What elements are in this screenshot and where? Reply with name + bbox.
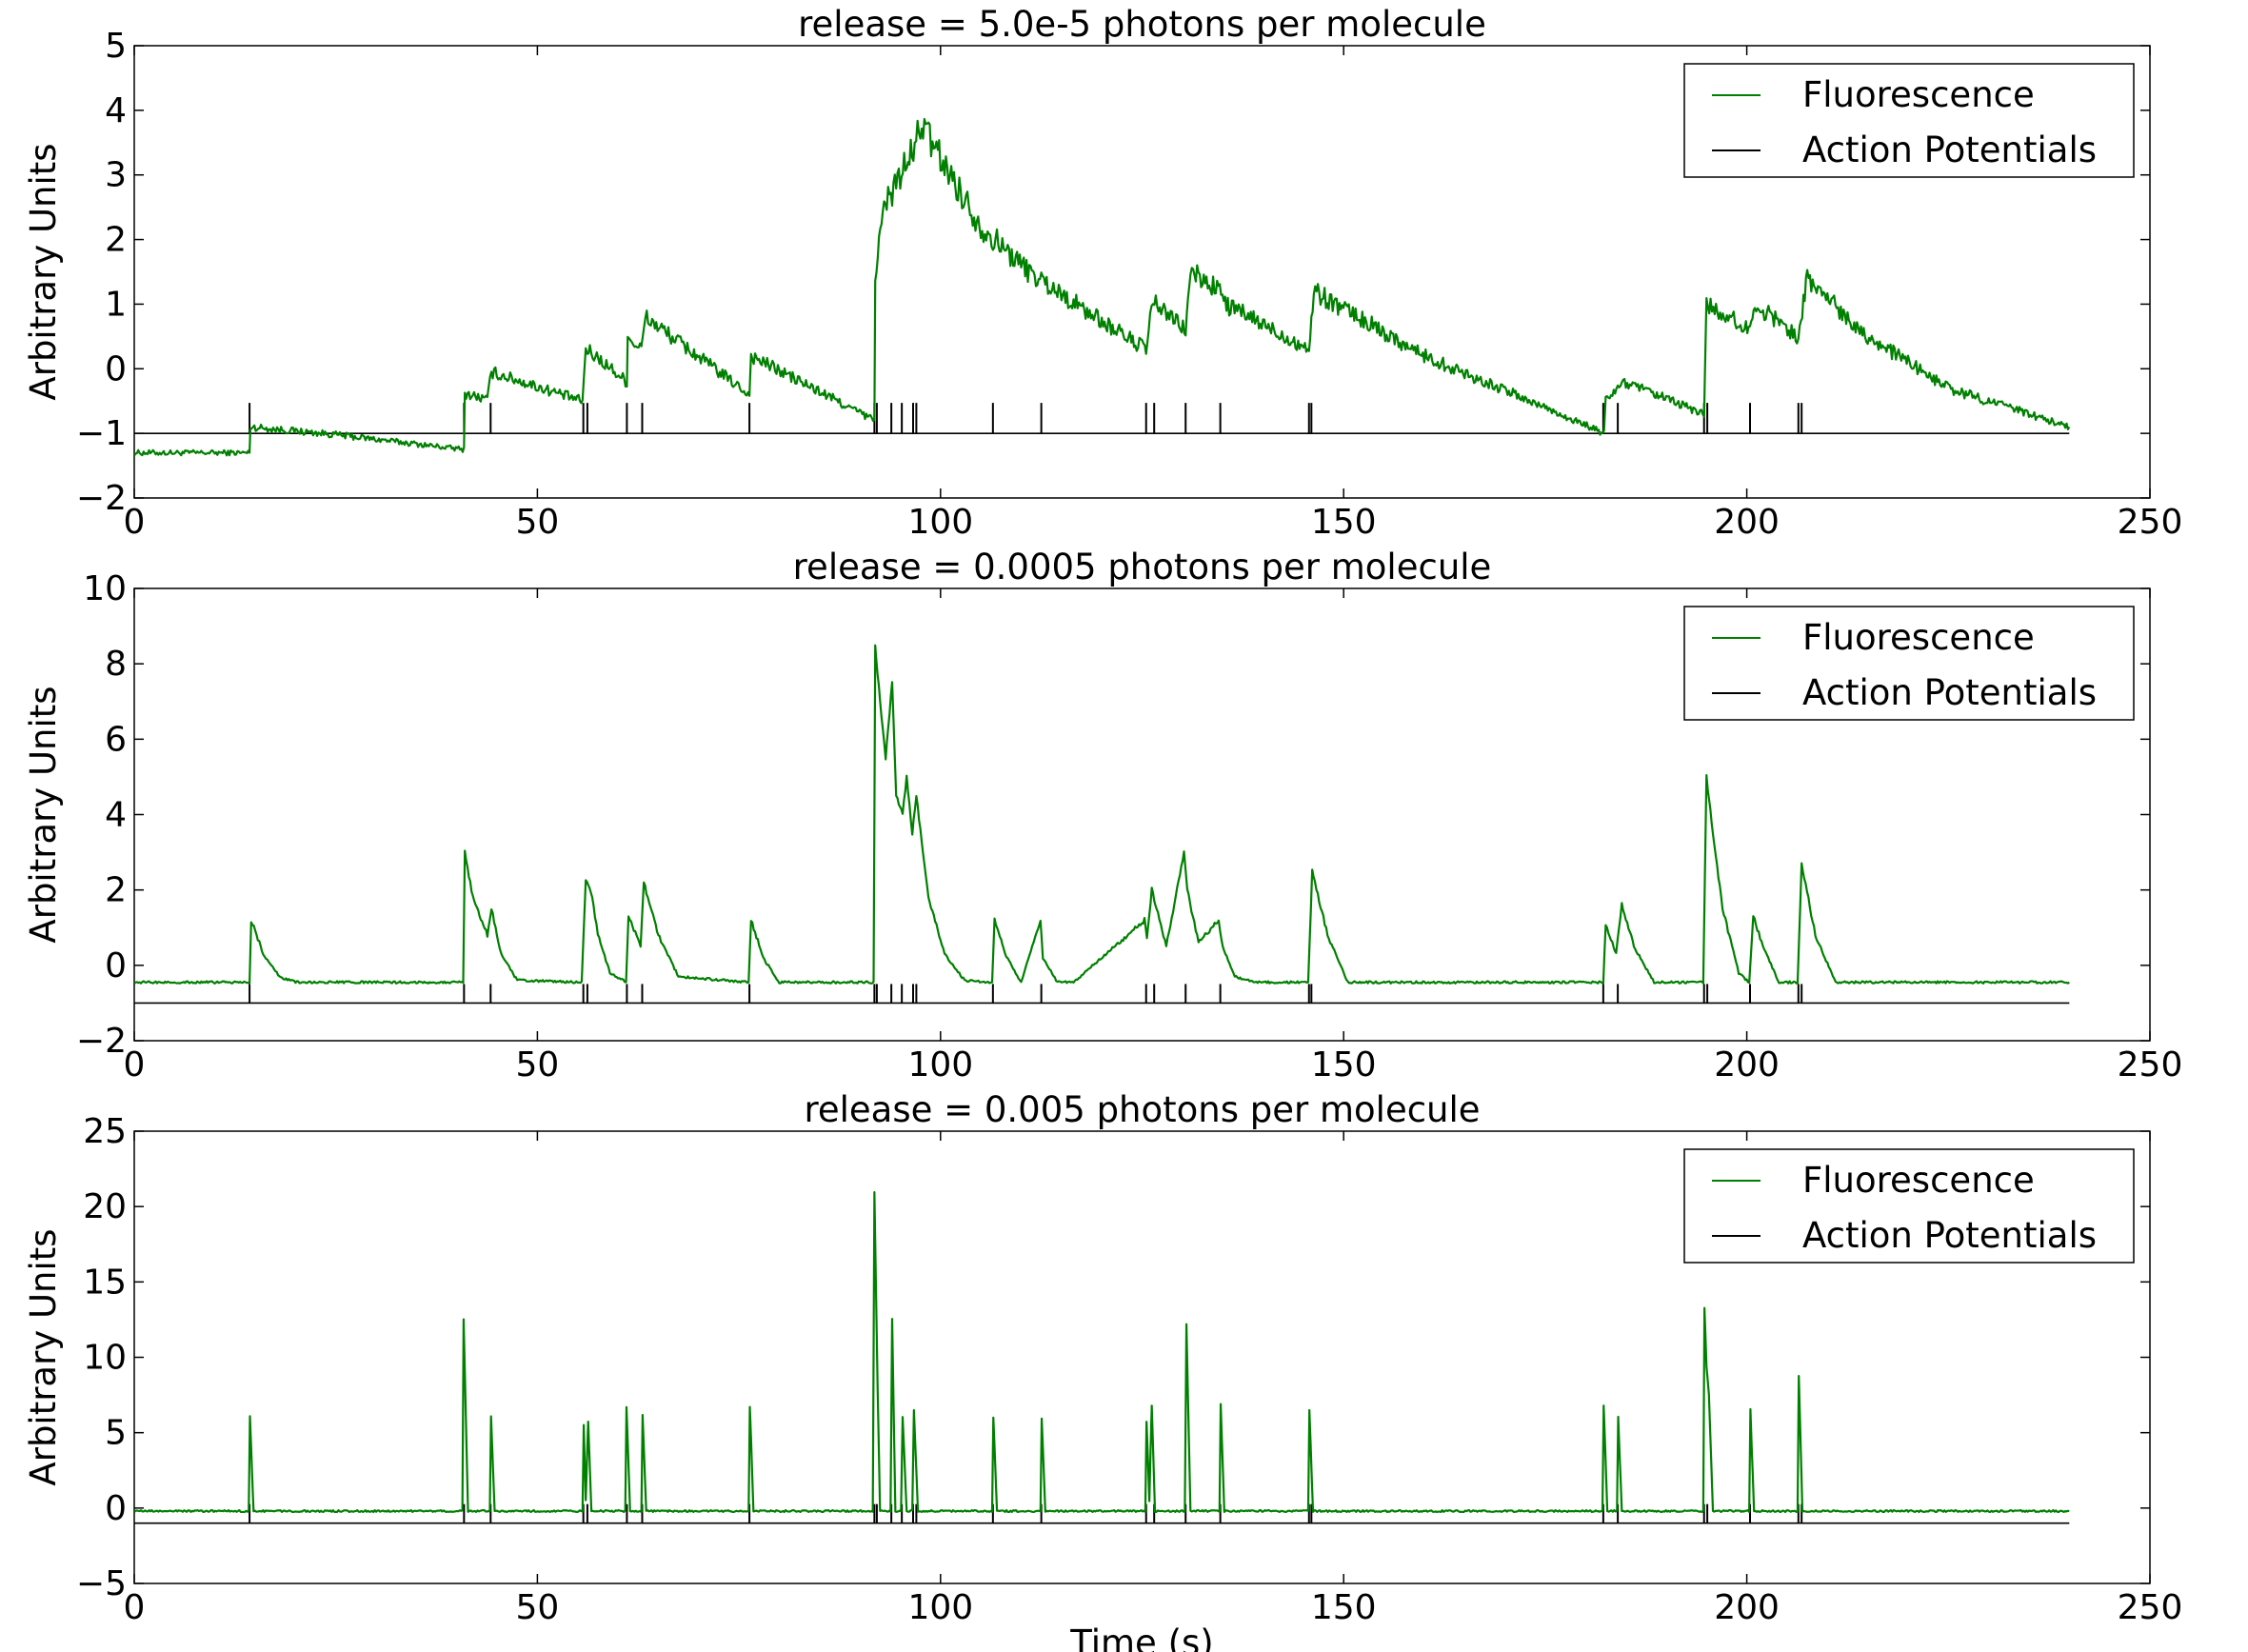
x-tick-label: 50 xyxy=(515,1588,559,1627)
plot-area xyxy=(134,1190,2070,1524)
x-tick-label: 250 xyxy=(2118,1045,2183,1085)
legend-label: Fluorescence xyxy=(1802,1160,2035,1201)
y-tick-label: 0 xyxy=(105,349,127,388)
x-tick-label: 200 xyxy=(1714,1045,1780,1085)
x-tick-label: 0 xyxy=(124,1045,146,1085)
legend: Fluorescence Action Potentials xyxy=(1683,606,2135,721)
y-axis-label: Arbitrary Units xyxy=(23,143,64,400)
y-tick-label: −1 xyxy=(76,414,127,453)
subplot-title: release = 0.0005 photons per molecule xyxy=(793,547,1492,587)
y-tick-label: −2 xyxy=(76,479,127,518)
fluorescence-line xyxy=(134,644,2070,985)
x-tick-label: 100 xyxy=(907,1588,973,1627)
y-tick-label: −5 xyxy=(76,1564,127,1603)
legend-box xyxy=(1683,63,2135,178)
x-tick-label: 150 xyxy=(1311,1045,1377,1085)
plot-area xyxy=(134,117,2071,457)
y-tick-label: 25 xyxy=(83,1112,127,1151)
y-tick-label: 10 xyxy=(83,1339,127,1378)
x-tick-label: 100 xyxy=(907,1045,973,1085)
subplot-1: 0 50 100 150 200 250 −2 −1 0 1 2 3 4 5 release = 5.0e-… xyxy=(23,4,2182,542)
x-tick-label: 50 xyxy=(515,1045,559,1085)
y-tick-label: 15 xyxy=(83,1263,127,1302)
legend-label: Fluorescence xyxy=(1802,617,2035,658)
x-tick-label: 200 xyxy=(1714,503,1780,542)
y-axis-label: Arbitrary Units xyxy=(23,686,64,943)
y-tick-label: 5 xyxy=(105,27,127,66)
x-tick-label: 250 xyxy=(2118,503,2183,542)
y-tick-label: −2 xyxy=(76,1022,127,1061)
x-tick-label: 0 xyxy=(124,503,146,542)
y-tick-label: 1 xyxy=(105,285,127,324)
y-tick-label: 2 xyxy=(105,221,127,260)
x-tick-label: 0 xyxy=(124,1588,146,1627)
legend-box xyxy=(1683,606,2135,721)
y-tick-label: 2 xyxy=(105,871,127,910)
x-tick-label: 150 xyxy=(1311,1588,1377,1627)
legend-label: Fluorescence xyxy=(1802,74,2035,115)
subplot-title: release = 0.005 photons per molecule xyxy=(804,1089,1480,1130)
legend-label: Action Potentials xyxy=(1802,1215,2097,1256)
legend-label: Action Potentials xyxy=(1802,672,2097,713)
y-tick-label: 20 xyxy=(83,1187,127,1226)
x-tick-label: 100 xyxy=(907,503,973,542)
fluorescence-line xyxy=(134,1190,2070,1514)
legend: Fluorescence Action Potentials xyxy=(1683,1148,2135,1264)
x-tick-label: 150 xyxy=(1311,503,1377,542)
x-axis-label: Time (s) xyxy=(1069,1622,1213,1652)
y-tick-label: 10 xyxy=(83,569,127,608)
x-tick-label: 50 xyxy=(515,503,559,542)
y-tick-label: 4 xyxy=(105,91,127,130)
y-tick-label: 5 xyxy=(105,1414,127,1453)
x-tick-label: 200 xyxy=(1714,1588,1780,1627)
plot-area xyxy=(134,644,2070,1005)
y-tick-label: 4 xyxy=(105,796,127,835)
x-tick-label: 250 xyxy=(2118,1588,2183,1627)
y-tick-label: 6 xyxy=(105,720,127,759)
y-tick-label: 3 xyxy=(105,156,127,195)
y-tick-label: 0 xyxy=(105,1489,127,1528)
y-tick-label: 8 xyxy=(105,645,127,684)
legend: Fluorescence Action Potentials xyxy=(1683,63,2135,178)
fluorescence-line xyxy=(134,117,2071,457)
y-tick-label: 0 xyxy=(105,946,127,985)
y-axis-label: Arbitrary Units xyxy=(23,1228,64,1485)
legend-box xyxy=(1683,1148,2135,1264)
subplot-title: release = 5.0e-5 photons per molecule xyxy=(798,4,1486,45)
legend-label: Action Potentials xyxy=(1802,129,2097,170)
